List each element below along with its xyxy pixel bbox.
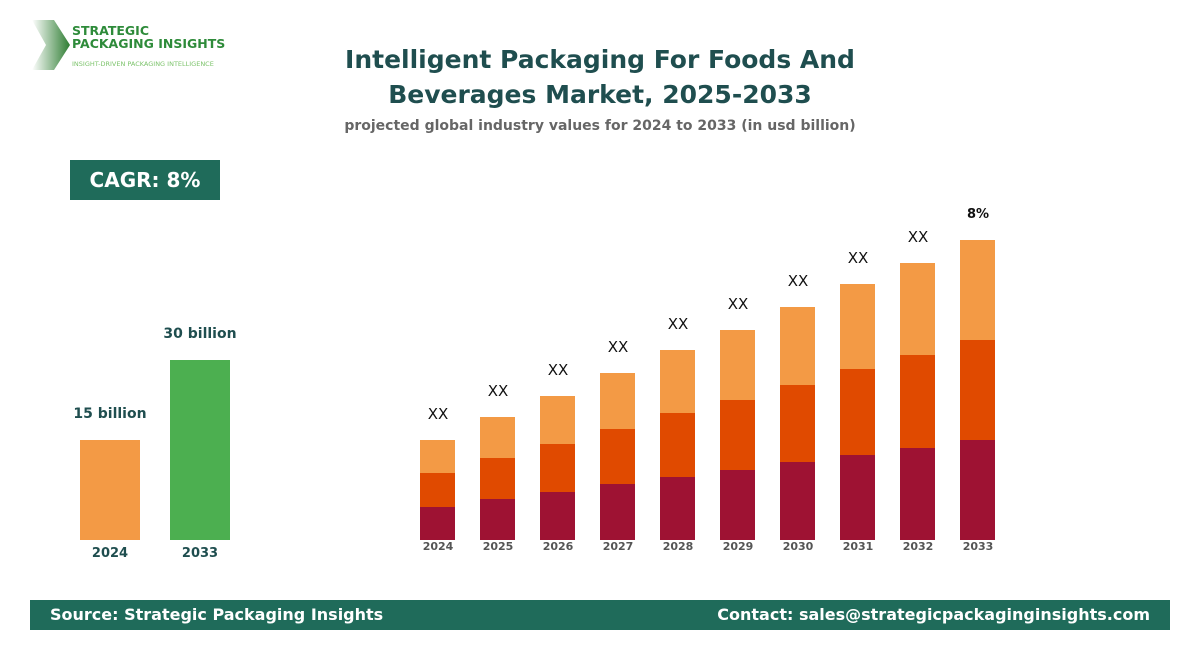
bar-segment	[660, 476, 695, 540]
bar-segment	[900, 263, 935, 356]
bar-segment	[600, 372, 635, 429]
bar-segment	[420, 440, 455, 474]
bar-segment	[720, 470, 755, 540]
bar-segment	[540, 444, 575, 492]
bar-segment	[840, 284, 875, 370]
bar-segment	[900, 447, 935, 540]
bar-segment	[780, 306, 815, 385]
logo-name: STRATEGIC PACKAGING INSIGHTS	[72, 23, 226, 51]
bar-segment	[600, 428, 635, 485]
data-label: XX	[607, 337, 629, 356]
bar	[170, 360, 230, 540]
data-label: XX	[727, 295, 749, 313]
bar-segment	[720, 400, 755, 470]
data-label: XX	[547, 361, 569, 379]
bar-segment	[780, 384, 815, 463]
bar-segment	[780, 462, 815, 540]
data-label: XX	[907, 228, 929, 247]
contact-text: Contact: sales@strategicpackaginginsight…	[717, 605, 1150, 624]
x-tick-label: 2033	[181, 546, 219, 561]
data-label: 8%	[966, 207, 990, 222]
data-label: XX	[847, 249, 869, 268]
data-label: XX	[667, 315, 689, 334]
bar-segment	[960, 340, 995, 440]
bar-segment	[900, 355, 935, 448]
cagr-badge: CAGR: 8%	[70, 160, 220, 200]
data-label: 30 billion	[163, 326, 237, 342]
x-tick-label: 2025	[482, 540, 514, 553]
data-label: XX	[427, 405, 449, 424]
bar-segment	[480, 458, 515, 499]
data-label: XX	[487, 382, 509, 400]
x-tick-label: 2032	[902, 540, 934, 553]
bar-segment	[960, 240, 995, 340]
logo-tagline: INSIGHT-DRIVEN PACKAGING INTELLIGENCE	[72, 60, 214, 68]
bar-segment	[480, 499, 515, 540]
source-text: Source: Strategic Packaging Insights	[50, 605, 384, 624]
bar-segment	[540, 396, 575, 444]
bar-segment	[840, 369, 875, 455]
bar-segment	[840, 454, 875, 540]
page-title: Intelligent Packaging For Foods And Beve…	[345, 45, 855, 109]
bar-segment	[600, 484, 635, 540]
bar-segment	[660, 413, 695, 477]
bar-segment	[420, 473, 455, 507]
bar-segment	[720, 330, 755, 400]
footer: Source: Strategic Packaging Insights Con…	[30, 600, 1170, 630]
bar-segment	[480, 417, 515, 458]
bar	[80, 440, 140, 540]
x-tick-label: 2028	[662, 540, 694, 553]
data-label: 15 billion	[73, 406, 147, 422]
x-tick-label: 2029	[722, 540, 754, 553]
page-subtitle: projected global industry values for 202…	[344, 118, 856, 134]
x-tick-label: 2030	[782, 540, 814, 553]
bar-segment	[540, 492, 575, 540]
bar-segment	[660, 350, 695, 414]
x-tick-label: 2024	[422, 540, 454, 553]
x-tick-label: 2026	[542, 540, 574, 553]
x-tick-label: 2033	[962, 540, 994, 553]
x-tick-label: 2027	[602, 540, 634, 553]
logo-chevron-icon	[32, 20, 70, 70]
x-tick-label: 2031	[842, 540, 874, 553]
bar-segment	[960, 440, 995, 540]
bar-segment	[420, 506, 455, 540]
data-label: XX	[787, 271, 809, 290]
x-tick-label: 2024	[91, 546, 129, 561]
